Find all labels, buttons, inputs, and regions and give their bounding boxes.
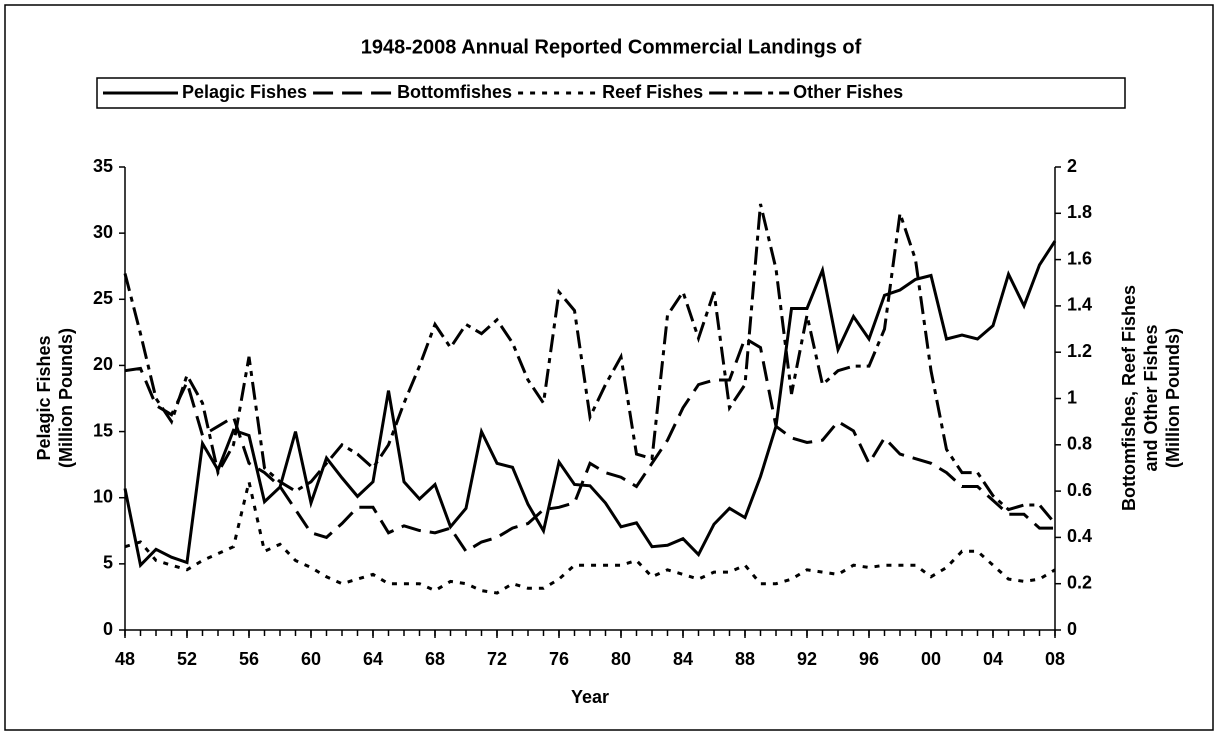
series-line xyxy=(123,240,1057,569)
y2-tick-label: 0.4 xyxy=(1067,526,1092,546)
x-tick-label: 88 xyxy=(735,649,755,669)
y2-tick-label: 0.2 xyxy=(1067,572,1092,592)
y2-tick-label: 1 xyxy=(1067,387,1077,407)
x-tick-label: 08 xyxy=(1045,649,1065,669)
y2-axis-title: (Million Pounds) xyxy=(1163,328,1183,468)
x-tick-label: 68 xyxy=(425,649,445,669)
y-tick-label: 30 xyxy=(93,222,113,242)
x-tick-label: 84 xyxy=(673,649,693,669)
legend-box xyxy=(96,77,1126,109)
y-axis-title: Pelagic Fishes xyxy=(34,335,54,460)
legend-label: Bottomfishes xyxy=(397,82,512,102)
y2-tick-label: 1.8 xyxy=(1067,202,1092,222)
legend-label: Other Fishes xyxy=(793,82,903,102)
y2-tick-label: 1.2 xyxy=(1067,341,1092,361)
y-tick-label: 0 xyxy=(103,619,113,639)
y-tick-label: 35 xyxy=(93,156,113,176)
series-line xyxy=(123,203,1057,525)
series-line xyxy=(124,336,1055,554)
y2-tick-label: 2 xyxy=(1067,156,1077,176)
x-tick-label: 80 xyxy=(611,649,631,669)
y-axis-title: (Million Pounds) xyxy=(56,328,76,468)
y-tick-label: 25 xyxy=(93,288,113,308)
series-line xyxy=(124,481,1056,595)
y2-axis-title: and Other Fishes xyxy=(1141,324,1161,471)
y2-tick-label: 1.4 xyxy=(1067,295,1092,315)
x-tick-label: 92 xyxy=(797,649,817,669)
x-tick-label: 60 xyxy=(301,649,321,669)
legend-label: Pelagic Fishes xyxy=(182,82,307,102)
legend-label: Reef Fishes xyxy=(602,82,703,102)
y-tick-label: 10 xyxy=(93,486,113,506)
x-tick-label: 52 xyxy=(177,649,197,669)
y-tick-label: 5 xyxy=(103,553,113,573)
chart-title: 1948-2008 Annual Reported Commercial Lan… xyxy=(361,36,862,58)
x-tick-label: 64 xyxy=(363,649,383,669)
x-tick-label: 04 xyxy=(983,649,1003,669)
x-tick-label: 72 xyxy=(487,649,507,669)
x-tick-label: 76 xyxy=(549,649,569,669)
y2-tick-label: 0 xyxy=(1067,619,1077,639)
y2-tick-label: 0.6 xyxy=(1067,480,1092,500)
x-tick-label: 00 xyxy=(921,649,941,669)
y2-axis-title: Bottomfishes, Reef Fishes xyxy=(1119,285,1139,511)
x-tick-label: 56 xyxy=(239,649,259,669)
y2-tick-label: 0.8 xyxy=(1067,434,1092,454)
y-tick-label: 15 xyxy=(93,420,113,440)
y2-tick-label: 1.6 xyxy=(1067,248,1092,268)
x-tick-label: 96 xyxy=(859,649,879,669)
x-tick-label: 48 xyxy=(115,649,135,669)
y-tick-label: 20 xyxy=(93,354,113,374)
x-axis-title: Year xyxy=(571,687,609,707)
frame xyxy=(4,4,1214,731)
